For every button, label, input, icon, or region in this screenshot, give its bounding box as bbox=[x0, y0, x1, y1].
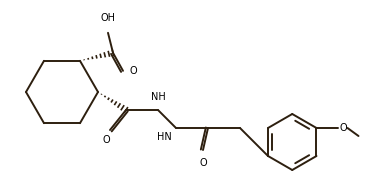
Text: OH: OH bbox=[101, 13, 115, 23]
Text: HN: HN bbox=[157, 132, 172, 142]
Text: O: O bbox=[102, 135, 110, 145]
Text: NH: NH bbox=[151, 92, 165, 102]
Text: O: O bbox=[199, 158, 207, 168]
Text: O: O bbox=[339, 123, 347, 133]
Text: O: O bbox=[130, 66, 138, 76]
